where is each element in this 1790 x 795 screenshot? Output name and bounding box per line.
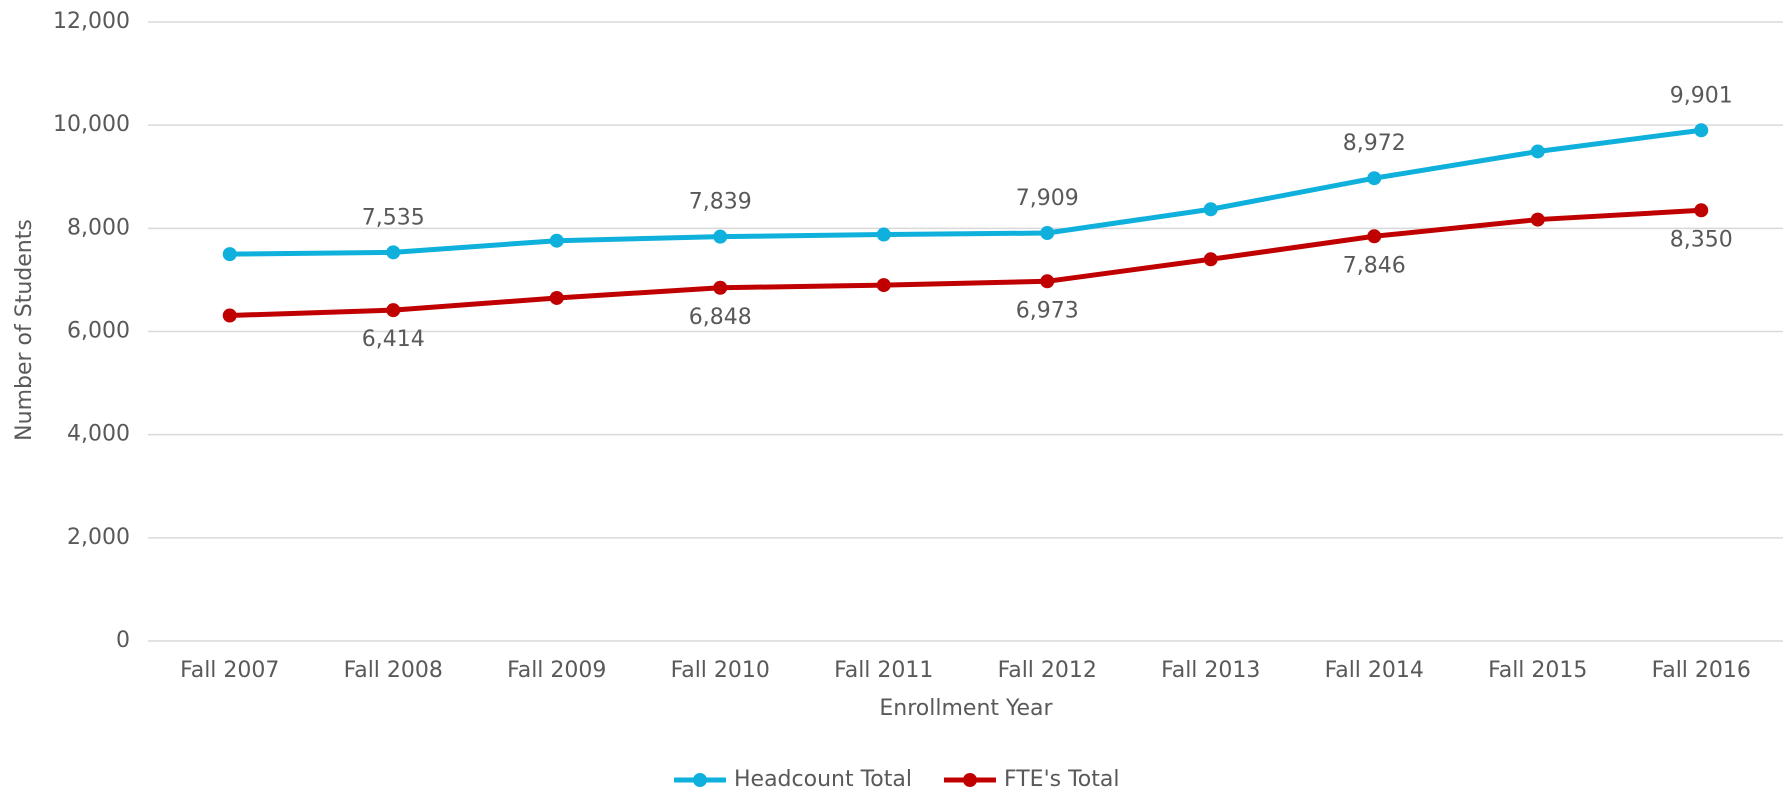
y-tick-label: 12,000 [53,9,130,34]
data-point [1530,212,1545,227]
x-tick-label: Fall 2013 [1161,658,1260,683]
y-tick-label: 2,000 [67,525,130,550]
data-label: 9,901 [1670,83,1733,108]
data-point [1367,171,1382,186]
legend-marker [962,773,977,787]
series-line [229,207,1702,319]
data-point [1203,252,1218,267]
x-tick-label: Fall 2015 [1488,658,1587,683]
x-tick-label: Fall 2008 [344,658,443,683]
data-point [1367,229,1382,244]
x-tick-label: Fall 2010 [671,658,770,683]
x-tick-label: Fall 2012 [998,658,1097,683]
data-label: 7,846 [1343,253,1406,278]
data-label: 7,909 [1016,186,1079,211]
series-line [229,127,1702,257]
legend-label: FTE's Total [1004,767,1120,792]
data-label: 7,535 [362,205,425,230]
data-point [549,233,564,248]
y-tick-label: 4,000 [67,422,130,447]
data-point [713,280,728,295]
data-point [222,308,237,323]
y-axis-title: Number of Students [12,219,37,441]
y-tick-label: 6,000 [67,319,130,344]
data-point [713,229,728,244]
y-tick-label: 8,000 [67,215,130,240]
x-tick-label: Fall 2009 [507,658,606,683]
data-label: 6,414 [362,327,425,352]
x-tick-label: Fall 2007 [180,658,279,683]
y-tick-label: 10,000 [53,112,130,137]
x-tick-label: Fall 2016 [1652,658,1751,683]
data-point [1694,123,1709,138]
data-point [549,290,564,305]
x-tick-label: Fall 2014 [1325,658,1424,683]
data-label: 7,839 [689,190,752,215]
data-point [1040,274,1055,289]
x-tick-label: Fall 2011 [834,658,933,683]
data-point [876,227,891,242]
data-point [1694,203,1709,218]
data-label: 6,973 [1016,298,1079,323]
data-label: 8,972 [1343,131,1406,156]
x-axis-title: Enrollment Year [879,696,1053,721]
data-point [386,303,401,318]
data-point [1203,202,1218,217]
data-point [876,278,891,293]
data-label: 8,350 [1670,227,1733,252]
legend-marker [693,773,707,787]
data-point [386,245,401,260]
y-tick-label: 0 [116,628,130,653]
data-point [222,247,237,262]
data-label: 6,848 [689,305,752,330]
data-point [1040,226,1055,241]
legend-label: Headcount Total [734,767,912,792]
data-point [1530,144,1545,159]
